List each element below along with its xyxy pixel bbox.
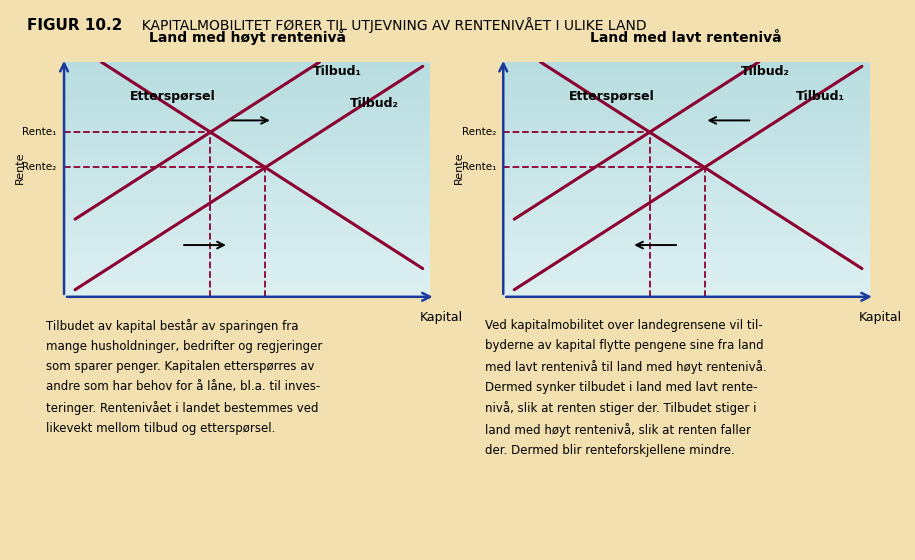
Text: Rente₁: Rente₁ — [22, 127, 57, 137]
Text: Rente₂: Rente₂ — [462, 127, 496, 137]
Text: Land med lavt rentenivå: Land med lavt rentenivå — [590, 31, 782, 45]
Text: FIGUR 10.2: FIGUR 10.2 — [27, 18, 123, 32]
Text: Rente: Rente — [455, 151, 464, 184]
Text: KAPITALMOBILITET FØRER TIL UTJEVNING AV RENTENIVÅET I ULIKE LAND: KAPITALMOBILITET FØRER TIL UTJEVNING AV … — [133, 17, 646, 33]
Text: Rente: Rente — [16, 151, 25, 184]
Text: Tilbud₂: Tilbud₂ — [350, 97, 398, 110]
Text: Etterspørsel: Etterspørsel — [130, 90, 216, 104]
Text: Tilbud₁: Tilbud₁ — [796, 90, 845, 104]
Text: Kapital: Kapital — [858, 311, 902, 324]
Text: Rente₂: Rente₂ — [23, 162, 57, 172]
Text: Land med høyt rentenivå: Land med høyt rentenivå — [148, 29, 346, 45]
Text: Tilbud₂: Tilbud₂ — [741, 64, 790, 77]
Text: Tilbud₁: Tilbud₁ — [313, 64, 362, 77]
Text: Etterspørsel: Etterspørsel — [569, 90, 655, 104]
Text: Ved kapitalmobilitet over landegrensene vil til-
byderne av kapital flytte penge: Ved kapitalmobilitet over landegrensene … — [485, 319, 767, 457]
Text: Tilbudet av kapital består av sparingen fra
mange husholdninger, bedrifter og re: Tilbudet av kapital består av sparingen … — [46, 319, 322, 435]
Text: Rente₁: Rente₁ — [461, 162, 496, 172]
Text: Kapital: Kapital — [419, 311, 463, 324]
